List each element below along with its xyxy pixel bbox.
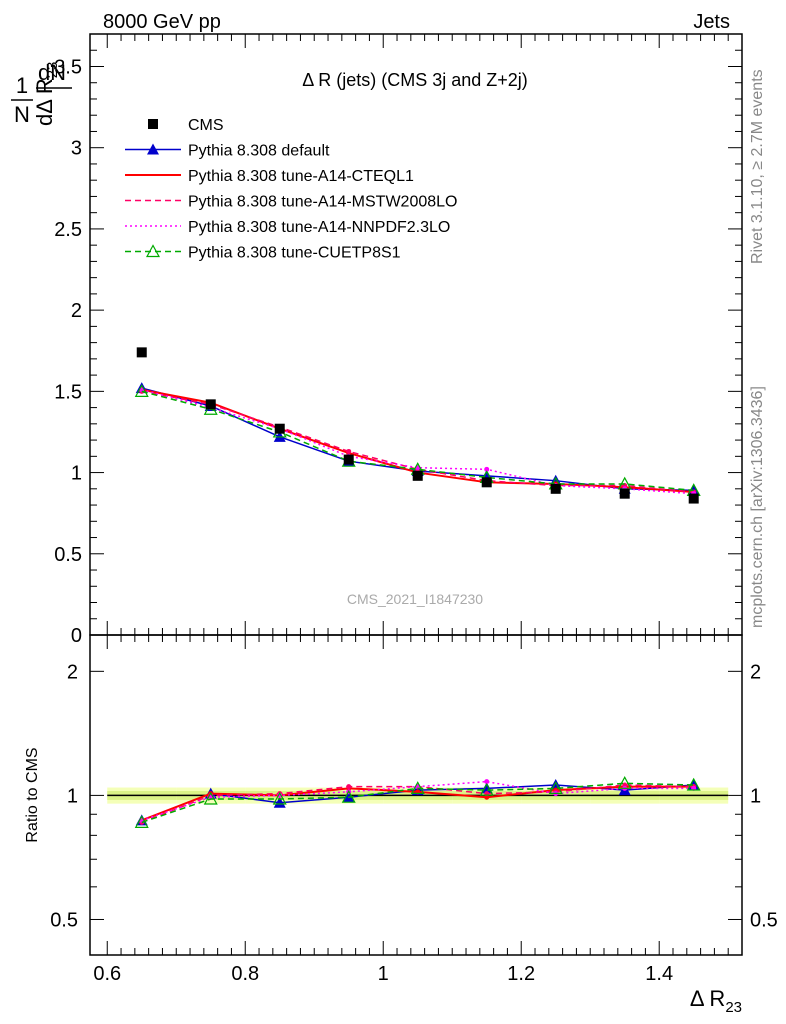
main-series-3-point — [484, 466, 490, 472]
ratio-series-4-point — [272, 791, 287, 805]
cms-data-point — [550, 483, 561, 494]
ratio-ytick-label-left: 0.5 — [50, 909, 78, 931]
legend-cms-label: CMS — [188, 117, 224, 134]
ratio-ytick-label-left: 2 — [67, 661, 78, 683]
xtick-label: 0.8 — [231, 963, 259, 985]
main-ytick-label: 3.5 — [54, 56, 82, 78]
main-ytick-label: 2.5 — [54, 219, 82, 241]
svg-text:N: N — [14, 102, 30, 127]
ratio-series-4-point — [479, 782, 494, 796]
main-series-2-line — [141, 390, 694, 493]
ratio-ytick-label-right: 1 — [750, 785, 761, 807]
main-series-4-line — [141, 390, 694, 492]
ratio-series-4-point — [410, 781, 425, 794]
ratio-series-4-point — [203, 791, 218, 805]
ratio-series-4-line — [141, 782, 694, 824]
legend-label: Pythia 8.308 tune-A14-NNPDF2.3LO — [188, 219, 450, 236]
legend-entry: Pythia 8.308 tune-CUETP8S1 — [125, 244, 401, 262]
main-series-4-point — [134, 384, 149, 397]
svg-text:1: 1 — [16, 73, 28, 98]
ratio-series-4-point — [134, 815, 149, 828]
legend-label: Pythia 8.308 tune-CUETP8S1 — [188, 245, 401, 262]
main-panel: 0 0.5 1 1.5 2 2.5 3 3.5 Δ R (jets) (CMS 3j and Z… — [54, 33, 743, 647]
main-ytick-label: 1 — [71, 463, 82, 485]
cms-data-point — [274, 423, 285, 434]
ratio-series-4-point — [341, 789, 356, 803]
cms-data-point — [205, 399, 216, 410]
cms-data-point — [688, 493, 699, 504]
ratio-series-4-point — [686, 777, 701, 791]
ratio-series-2-point — [346, 784, 352, 790]
ratio-series-3-point — [484, 779, 490, 785]
ratio-series-4-point — [617, 776, 632, 789]
cms-data-point — [136, 347, 147, 358]
main-ytick-label: 0 — [71, 625, 82, 647]
legend-label: Pythia 8.308 tune-A14-MSTW2008LO — [188, 194, 457, 211]
legend-entry: Pythia 8.308 tune-A14-MSTW2008LO — [125, 194, 457, 211]
legend-label: Pythia 8.308 default — [188, 143, 330, 160]
main-ytick-label: 1.5 — [54, 381, 82, 403]
main-ytick-label: 3 — [71, 138, 82, 160]
main-ylabel: 1 N dN — [11, 60, 72, 127]
ratio-ytick-label-right: 0.5 — [750, 909, 778, 931]
xtick-label: 1.4 — [645, 963, 673, 985]
svg-text:dN: dN — [38, 60, 66, 85]
header-left-label: 8000 GeV pp — [103, 11, 221, 33]
ratio-series-4-point — [548, 781, 563, 794]
main-series-2-point — [346, 448, 352, 454]
legend-marker — [145, 244, 161, 258]
legend-cms-marker — [148, 119, 158, 129]
cms-data-point — [343, 454, 354, 465]
cms-data-point — [481, 477, 492, 488]
main-series-0-point — [273, 430, 286, 442]
xtick-label: 0.6 — [93, 963, 121, 985]
ratio-panel: 0.6 0.8 1 1.2 1.4 0.5 0.5 1 1 2 2 — [50, 634, 778, 985]
ratio-series-0-point — [273, 796, 286, 808]
analysis-watermark: CMS_2021_I1847230 — [347, 591, 483, 607]
cms-data-point — [412, 470, 423, 481]
legend-marker — [147, 143, 159, 155]
legend-entry: Pythia 8.308 tune-A14-CTEQL1 — [125, 168, 414, 185]
legend-entry-cms: CMS — [148, 117, 224, 134]
main-ytick-label: 2 — [71, 300, 82, 322]
legend-label: Pythia 8.308 tune-A14-CTEQL1 — [188, 168, 414, 185]
legend-entry: Pythia 8.308 tune-A14-NNPDF2.3LO — [125, 219, 450, 236]
ratio-ylabel: Ratio to CMS — [24, 747, 41, 842]
main-ytick-label: 0.5 — [54, 544, 82, 566]
x-axis-label: Δ R23 — [690, 986, 742, 1016]
xtick-label: 1 — [378, 963, 389, 985]
mcplots-label: mcplots.cern.ch [arXiv:1306.3436] — [749, 386, 766, 628]
chart-title: Δ R (jets) (CMS 3j and Z+2j) — [302, 70, 528, 90]
main-series-3-line — [141, 389, 694, 495]
xtick-label: 1.2 — [507, 963, 535, 985]
header-right-label: Jets — [693, 11, 730, 33]
ratio-series-1-point — [484, 794, 490, 800]
legend: CMS Pythia 8.308 default Pythia 8.308 tune… — [125, 117, 457, 262]
rivet-version-label: Rivet 3.1.10, ≥ 2.7M events — [749, 69, 766, 264]
cms-data-point — [619, 488, 630, 499]
ratio-ytick-label-right: 2 — [750, 661, 761, 683]
legend-entry: Pythia 8.308 default — [125, 143, 330, 160]
ratio-ytick-label-left: 1 — [67, 785, 78, 807]
